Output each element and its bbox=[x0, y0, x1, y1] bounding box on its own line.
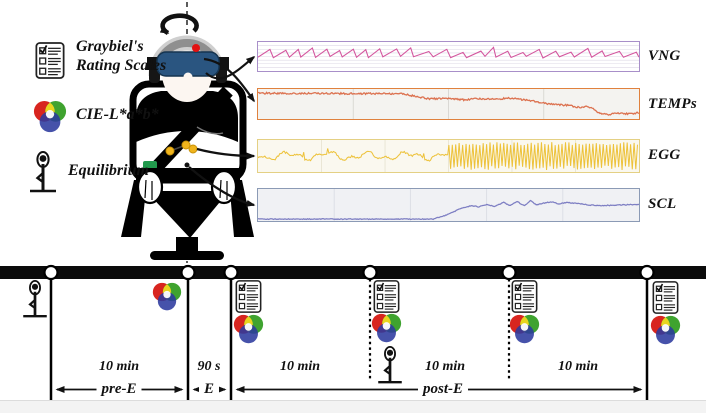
chest-line bbox=[196, 126, 224, 135]
checklist-icon bbox=[511, 280, 538, 313]
ground-electrode bbox=[184, 162, 190, 168]
timeline-node-6 bbox=[639, 264, 655, 281]
balance-pose-icon bbox=[376, 346, 404, 384]
temps-signal bbox=[258, 89, 639, 119]
legend-label-graybiel-line1: Graybiel's bbox=[76, 38, 144, 55]
vr-goggles-icon bbox=[156, 51, 220, 77]
legend-label-graybiel-line2: Rating Scales bbox=[76, 57, 167, 74]
scl-signal bbox=[258, 189, 639, 221]
temps-connector-arrow bbox=[203, 57, 255, 103]
phase-label-pre-e: pre-E bbox=[96, 381, 142, 398]
color-wheel-icon bbox=[153, 283, 181, 311]
timeline-node-5 bbox=[501, 264, 517, 281]
legs bbox=[146, 191, 229, 238]
vng-plot bbox=[257, 41, 640, 72]
timeline-event-3 bbox=[234, 280, 263, 343]
egg-electrode-3 bbox=[188, 144, 198, 154]
signal-connectors bbox=[188, 56, 256, 207]
egg-electrode-2 bbox=[181, 140, 191, 150]
yaw-rotation-arrow-icon bbox=[159, 13, 199, 36]
ear-cup-right bbox=[216, 64, 227, 83]
duration-post-e1: 10 min bbox=[279, 359, 321, 374]
balance-pose-icon bbox=[21, 280, 49, 318]
face bbox=[162, 46, 212, 102]
egg-signal bbox=[258, 140, 638, 172]
nose bbox=[183, 72, 193, 82]
timeline-event-2 bbox=[153, 283, 181, 311]
hand-right bbox=[210, 169, 238, 205]
chair-base bbox=[150, 251, 224, 260]
phase-label-e: E bbox=[198, 381, 220, 398]
chair-side-left bbox=[121, 180, 147, 237]
color-wheel-icon bbox=[234, 315, 263, 343]
duration-e: 90 s bbox=[197, 359, 221, 374]
timeline-node-4 bbox=[362, 264, 378, 281]
duration-post-e3: 10 min bbox=[557, 359, 599, 374]
color-wheel-icon bbox=[372, 314, 401, 342]
color-wheel-icon bbox=[510, 315, 539, 343]
scl-connector-arrow bbox=[188, 166, 256, 207]
legend-label-equilibrium: Equilibrium bbox=[68, 162, 149, 179]
chair-side-right bbox=[229, 180, 254, 237]
window-footer-strip bbox=[0, 400, 706, 413]
forehead-electrode bbox=[192, 44, 200, 52]
timeline-node-1 bbox=[43, 264, 59, 281]
lap-bar bbox=[136, 168, 240, 180]
checklist-icon bbox=[652, 281, 679, 314]
vng-connector-arrow bbox=[205, 56, 256, 80]
checklist-icon bbox=[235, 280, 262, 313]
timeline-bar bbox=[0, 266, 706, 279]
duration-post-e2: 10 min bbox=[424, 359, 466, 374]
duration-pre-e: 10 min bbox=[98, 359, 140, 374]
timeline-node-2 bbox=[180, 264, 196, 281]
phase-label-post-e: post-E bbox=[417, 381, 469, 398]
legend-label-cie: CIE-L*a*b* bbox=[76, 106, 159, 123]
timeline-event-6 bbox=[651, 281, 680, 344]
temps-plot bbox=[257, 88, 640, 120]
goggle-strap-right bbox=[216, 57, 229, 70]
temps-label: TEMPs bbox=[648, 96, 698, 112]
checklist-icon bbox=[35, 42, 65, 79]
egg-label: EGG bbox=[648, 147, 681, 163]
timeline-event-4 bbox=[372, 280, 404, 384]
color-wheel-icon bbox=[651, 316, 680, 344]
balance-pose-icon bbox=[28, 151, 58, 193]
egg-electrode-wire bbox=[169, 144, 194, 152]
egg-electrode-1 bbox=[165, 146, 175, 156]
scl-label: SCL bbox=[648, 196, 677, 212]
timeline-node-3 bbox=[223, 264, 239, 281]
checklist-icon bbox=[373, 280, 400, 313]
egg-plot bbox=[257, 139, 640, 173]
chair-back bbox=[129, 80, 247, 184]
timeline-event-1 bbox=[21, 280, 49, 318]
seatbelt bbox=[147, 86, 233, 177]
chair-pedestal bbox=[176, 237, 198, 252]
color-wheel-icon bbox=[34, 101, 66, 132]
scl-plot bbox=[257, 188, 640, 222]
timeline-event-5 bbox=[510, 280, 539, 343]
vng-signal bbox=[258, 45, 639, 68]
egg-connector-arrow bbox=[196, 147, 256, 160]
vng-label: VNG bbox=[648, 48, 681, 64]
